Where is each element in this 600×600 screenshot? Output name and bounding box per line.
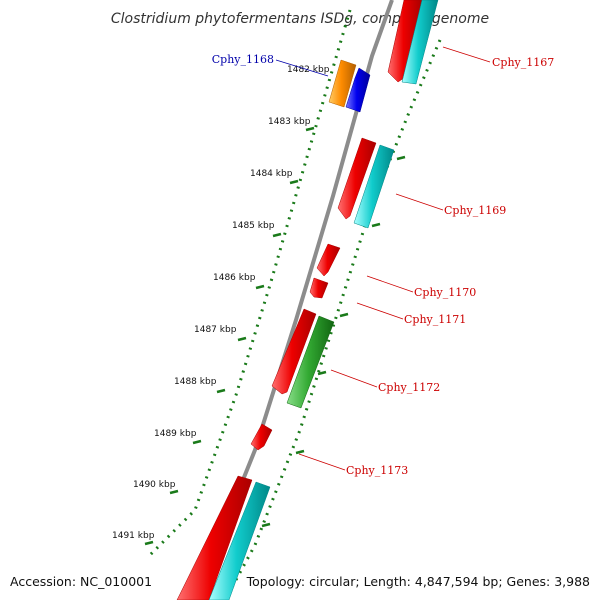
cds-bottom	[176, 475, 253, 600]
gene-label-cphy-1171[interactable]: Cphy_1171	[404, 313, 466, 326]
scale-label: 1488 kbp	[174, 377, 217, 387]
scale-ring-inner	[148, 9, 352, 557]
features	[176, 0, 439, 600]
gene-1167	[401, 0, 439, 85]
gene-label-cphy-1168[interactable]: Cphy_1168	[212, 53, 274, 66]
tick-1486	[255, 284, 265, 290]
tick-1487	[237, 336, 247, 342]
tick-1484	[289, 179, 299, 185]
scale-labels: 1482 kbp 1483 kbp 1484 kbp 1485 kbp 1486…	[112, 65, 330, 541]
gene-1172	[286, 315, 335, 409]
leader-1167	[442, 46, 491, 63]
gene-labels: Cphy_1167 Cphy_1168 Cphy_1169 Cphy_1170 …	[212, 53, 555, 477]
scale-label: 1487 kbp	[194, 325, 237, 335]
leader-1168	[275, 59, 329, 77]
leader-1172	[330, 369, 378, 388]
leader-1171	[356, 302, 404, 320]
gene-leaders	[275, 46, 491, 471]
cds-1171	[309, 277, 329, 299]
scale-label: 1485 kbp	[232, 221, 275, 231]
genome-summary: Topology: circular; Length: 4,847,594 bp…	[246, 574, 590, 589]
gene-label-cphy-1172[interactable]: Cphy_1172	[378, 381, 440, 394]
tick-1490	[169, 489, 179, 495]
tick-1491	[144, 540, 154, 546]
gene-bottom	[208, 481, 271, 600]
tick-1485	[272, 232, 282, 238]
scale-label: 1491 kbp	[112, 531, 155, 541]
cds-1168-blue	[345, 67, 371, 113]
gene-1169	[353, 144, 395, 229]
gene-label-cphy-1169[interactable]: Cphy_1169	[444, 204, 506, 217]
scale-label: 1486 kbp	[213, 273, 256, 283]
scale-label: 1484 kbp	[250, 169, 293, 179]
scale-label: 1489 kbp	[154, 429, 197, 439]
gene-label-cphy-1173[interactable]: Cphy_1173	[346, 464, 408, 477]
gene-label-cphy-1170[interactable]: Cphy_1170	[414, 286, 476, 299]
leader-1173	[298, 453, 346, 471]
scale-label: 1483 kbp	[268, 117, 311, 127]
leader-1170	[366, 275, 414, 293]
scale-label: 1490 kbp	[133, 480, 176, 490]
cds-1170	[316, 243, 341, 277]
tick-1483	[305, 126, 315, 132]
tick-1488	[216, 388, 226, 394]
cds-1168-orange	[328, 59, 357, 108]
gene-label-cphy-1167[interactable]: Cphy_1167	[492, 56, 554, 69]
cds-1173	[250, 423, 273, 451]
map-title: Clostridium phytofermentans ISDg, comple…	[111, 11, 489, 27]
cds-1169	[337, 137, 377, 220]
tick-1489	[192, 439, 202, 445]
leader-1169	[395, 193, 444, 211]
cds-1167	[387, 0, 423, 83]
accession-label: Accession: NC_010001	[10, 574, 152, 589]
cds-1172	[271, 308, 317, 395]
